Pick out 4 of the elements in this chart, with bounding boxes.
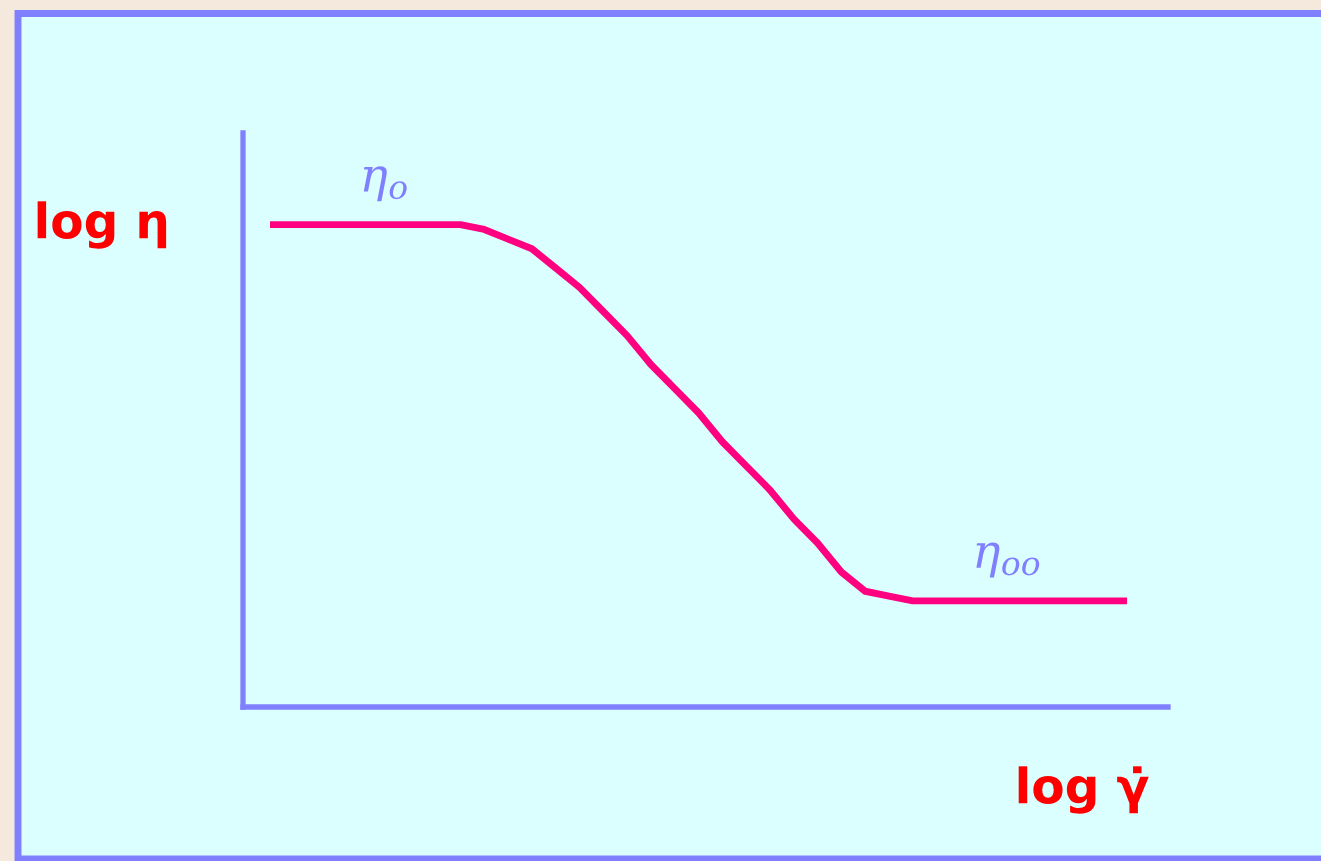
x-axis-title: log γ̇ [1018, 766, 1149, 814]
annotation: η$_{o}$ [363, 166, 407, 202]
y-axis-title: log η [37, 201, 167, 249]
annotation: η$_{oo}$ [976, 542, 1040, 578]
